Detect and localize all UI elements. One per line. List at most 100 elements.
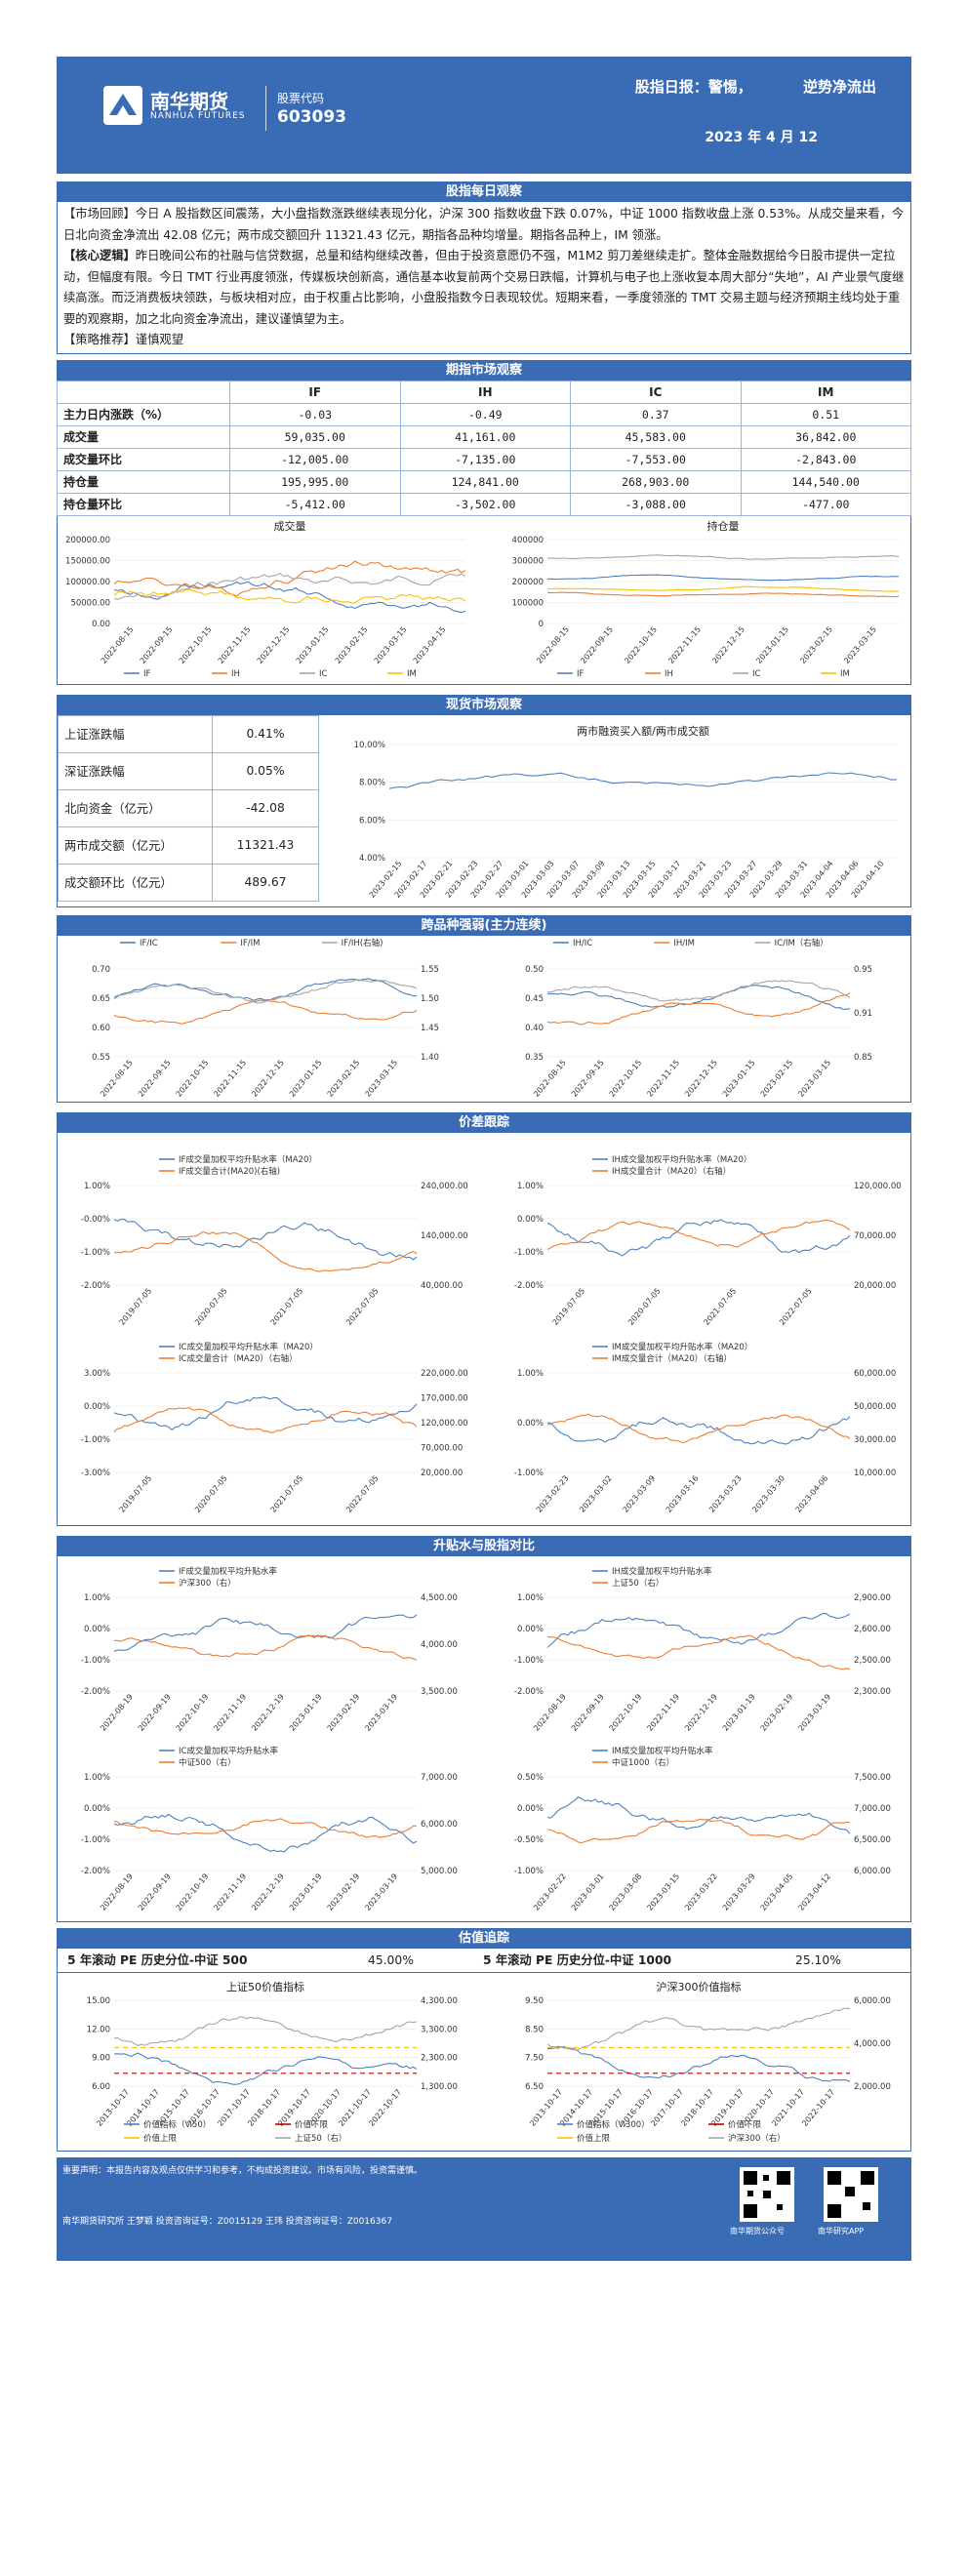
y2-tick-label: 2,000.00 <box>854 2082 891 2092</box>
pe-percentile-value-1000: 25.10% <box>795 1952 841 1967</box>
y2-tick-label: 6,000.00 <box>854 1867 891 1876</box>
x-tick-label: 2023-02-15 <box>334 624 370 664</box>
y-tick-label: -1.00% <box>81 1435 110 1445</box>
y-tick-label: 4.00% <box>359 854 385 864</box>
series-line <box>546 1818 850 1843</box>
table-row: 成交额环比（亿元） 489.67 <box>58 863 319 902</box>
spread-charts: 1.00% -0.00% -1.00% -2.00% 240,000.00 140,000… <box>57 1132 911 1526</box>
y2-tick-label: 50,000.00 <box>854 1402 896 1412</box>
legend-label: 沪深300（右） <box>728 2133 786 2144</box>
table-cell: 489.67 <box>212 863 319 902</box>
qr-code-icon <box>740 2166 794 2222</box>
x-tick-label: 2023-02-15 <box>759 1058 795 1098</box>
x-tick-label: 2022-08-15 <box>100 624 136 664</box>
x-tick-label: 2023-01-19 <box>721 1692 757 1732</box>
table-row: 持仓量环比 -5,412.00 -3,502.00 -3,088.00 -477… <box>57 492 911 516</box>
row-label: 北向资金（亿元） <box>58 788 213 827</box>
table-cell: 59,035.00 <box>229 424 401 449</box>
series-line <box>547 2045 851 2082</box>
x-tick-label: 2021-07-05 <box>268 1286 304 1326</box>
y-tick-label: 0.50 <box>525 965 544 975</box>
y2-tick-label: 1,300.00 <box>421 2082 458 2092</box>
chart-svg: 1.00% -0.00% -1.00% -2.00% 240,000.00 140,000… <box>81 1154 468 1327</box>
y-tick-label: 1.00% <box>84 1593 110 1603</box>
y-tick-label: 12.00 <box>87 2025 110 2034</box>
series-line <box>546 591 900 597</box>
y2-tick-label: 30,000.00 <box>854 1435 896 1445</box>
y-tick-label: 6.50 <box>525 2082 544 2092</box>
series-line <box>546 1219 851 1250</box>
x-tick-label: 2023-01-15 <box>721 1058 757 1098</box>
pe-percentile-value-500: 45.00% <box>368 1952 414 1967</box>
legend-label: IF/IH(右轴) <box>342 938 383 948</box>
y-tick-label: -1.00% <box>514 1248 544 1258</box>
legend-label: 价值上限 <box>577 2133 611 2144</box>
report-date: 2023 年 4 月 12 <box>705 130 818 145</box>
y-tick-label: 100000.00 <box>65 578 110 587</box>
x-tick-label: 2022-11-15 <box>645 1058 681 1098</box>
y-tick-label: 50000.00 <box>70 598 110 608</box>
y-tick-label: 0.00 <box>92 620 110 629</box>
chart-svg: 3.00% 0.00% -1.00% -3.00% 220,000.00 170,000.… <box>81 1342 468 1514</box>
table-cell: -3,088.00 <box>570 492 742 516</box>
series-line <box>547 553 900 560</box>
row-label: 两市成交额（亿元） <box>58 825 213 865</box>
y-tick-label: 0.60 <box>92 1024 110 1033</box>
y2-tick-label: 20,000.00 <box>421 1469 463 1478</box>
legend-label: IH成交量加权平均升贴水率（MA20） <box>612 1154 751 1165</box>
series-line <box>546 991 851 1026</box>
x-tick-label: 2022-12-15 <box>710 624 746 664</box>
y2-tick-label: 4,500.00 <box>421 1593 458 1603</box>
y2-tick-label: 0.91 <box>854 1009 872 1019</box>
chart-svg: 0.50% 0.00% -0.50% -1.00% 7,500.00 7,000.00 6,… <box>514 1746 891 1912</box>
y2-tick-label: 70,000.00 <box>421 1443 463 1453</box>
legend-label: IH <box>665 669 673 679</box>
spot-panel: 上证涨跌幅 0.41% 深证涨跌幅 0.05% 北向资金（亿元） -42.08 两市成… <box>57 714 911 907</box>
x-tick-label: 2021-07-05 <box>268 1473 304 1513</box>
legend-label: IC成交量合计（MA20）（右轴） <box>179 1353 298 1364</box>
section-cross-strength: 跨品种强弱(主力连续) <box>57 914 911 936</box>
spot-table: 上证涨跌幅 0.41% 深证涨跌幅 0.05% 北向资金（亿元） -42.08 两市成… <box>58 714 319 902</box>
market-review-text: 今日 A 股指数区间震荡，大小盘指数涨跌继续表现分化，沪深 300 指数收盘下跌… <box>63 207 905 242</box>
table-cell: -0.03 <box>229 402 401 426</box>
series-line <box>388 771 898 789</box>
row-label: 成交量 <box>57 424 230 449</box>
x-tick-label: 2022-08-19 <box>99 1872 135 1912</box>
y2-tick-label: 2,600.00 <box>854 1625 891 1634</box>
table-header-cell: IM <box>740 380 911 404</box>
y-tick-label: 200000 <box>512 578 544 587</box>
chart-title: 沪深300价值指标 <box>657 1980 742 1993</box>
y-tick-label: -2.00% <box>81 1281 110 1291</box>
im-spread-chart: 1.00% 0.00% -1.00% 60,000.00 50,000.00 30,000… <box>491 1340 910 1517</box>
y2-tick-label: 6,000.00 <box>854 1996 891 2006</box>
legend-label: IC成交量加权平均升贴水率 <box>179 1746 278 1756</box>
section-daily-observation: 股指每日观察 <box>57 181 911 202</box>
row-label: 主力日内涨跌（%） <box>57 402 230 426</box>
y-tick-label: 10.00% <box>354 741 385 750</box>
basis-charts: 1.00% 0.00% -1.00% -2.00% 4,500.00 4,000.00 3,… <box>57 1555 911 1922</box>
y-tick-label: -2.00% <box>81 1867 110 1876</box>
y-tick-label: -2.00% <box>81 1687 110 1697</box>
x-tick-label: 2019-07-05 <box>117 1473 153 1513</box>
y2-tick-label: 7,500.00 <box>854 1773 891 1783</box>
x-tick-label: 2022-09-15 <box>570 1058 606 1098</box>
series-line <box>546 574 900 581</box>
table-cell: 268,903.00 <box>570 469 742 494</box>
series-line <box>546 1612 851 1648</box>
table-cell: 0.05% <box>212 751 319 790</box>
series-line <box>113 581 466 613</box>
x-tick-label: 2023-03-16 <box>665 1473 701 1513</box>
market-commentary: 【市场回顾】今日 A 股指数区间震荡，大小盘指数涨跌继续表现分化，沪深 300 … <box>57 202 911 354</box>
y2-tick-label: 4,000.00 <box>421 1640 458 1650</box>
legend-label: 中证1000（右） <box>612 1757 674 1768</box>
series-line <box>113 999 418 1025</box>
x-tick-label: 2023-03-19 <box>363 1872 399 1912</box>
table-header-cell: IH <box>399 380 571 404</box>
table-header-cell: IC <box>570 380 742 404</box>
x-tick-label: 2023-03-15 <box>363 1058 399 1098</box>
series-line <box>113 2051 418 2085</box>
chart-svg: 0.70 0.65 0.60 0.55 1.55 1.50 1.45 1.40 2022-08-… <box>92 938 439 1099</box>
section-futures-observation: 期指市场观察 <box>57 359 911 381</box>
x-tick-label: 2022-10-17 <box>800 2087 836 2127</box>
legend-label: IF/IM <box>240 939 260 948</box>
